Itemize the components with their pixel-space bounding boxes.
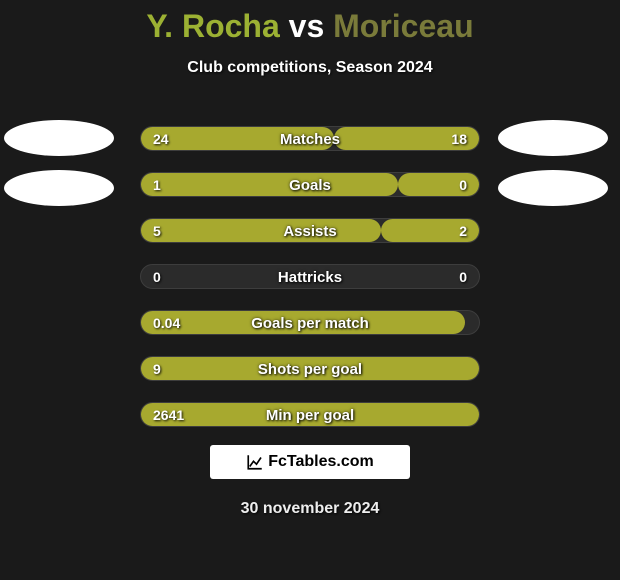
player2-avatar	[498, 170, 608, 206]
title-player1: Y. Rocha	[146, 8, 279, 44]
stat-fill-player1	[141, 173, 398, 196]
stat-fill-player1	[141, 403, 479, 426]
player2-avatar	[498, 120, 608, 156]
player1-avatar	[4, 170, 114, 206]
title-vs: vs	[289, 8, 325, 44]
title-player2: Moriceau	[333, 8, 473, 44]
stat-row: 0 0Hattricks	[140, 264, 480, 289]
stat-row: 2641Min per goal	[140, 402, 480, 427]
stat-fill-player1	[141, 357, 479, 380]
stat-value-player2: 0	[459, 265, 467, 290]
stat-row: 52Assists	[140, 218, 480, 243]
stat-fill-player1	[141, 219, 381, 242]
logo-badge[interactable]: FcTables.com	[210, 445, 410, 479]
stat-row: 10Goals	[140, 172, 480, 197]
date-label: 30 november 2024	[0, 500, 620, 518]
stat-fill-player2	[381, 219, 479, 242]
chart-icon	[246, 453, 264, 471]
stat-fill-player1	[141, 311, 465, 334]
stat-fill-player2	[398, 173, 479, 196]
stat-row: 2418Matches	[140, 126, 480, 151]
stat-fill-player1	[141, 127, 334, 150]
player1-avatar	[4, 120, 114, 156]
stat-row: 0.04Goals per match	[140, 310, 480, 335]
stats-card: Y. Rocha vs Moriceau Club competitions, …	[0, 0, 620, 580]
page-title: Y. Rocha vs Moriceau	[0, 0, 620, 45]
stat-bars: 2418Matches 10Goals 52Assists 0 0Hattricks 0.…	[140, 126, 480, 448]
logo-text: FcTables.com	[268, 453, 374, 471]
stat-value-player1: 0	[153, 265, 161, 290]
stat-row: 9Shots per goal	[140, 356, 480, 381]
subtitle: Club competitions, Season 2024	[0, 59, 620, 77]
stat-label: Hattricks	[141, 265, 479, 290]
stat-fill-player2	[334, 127, 479, 150]
